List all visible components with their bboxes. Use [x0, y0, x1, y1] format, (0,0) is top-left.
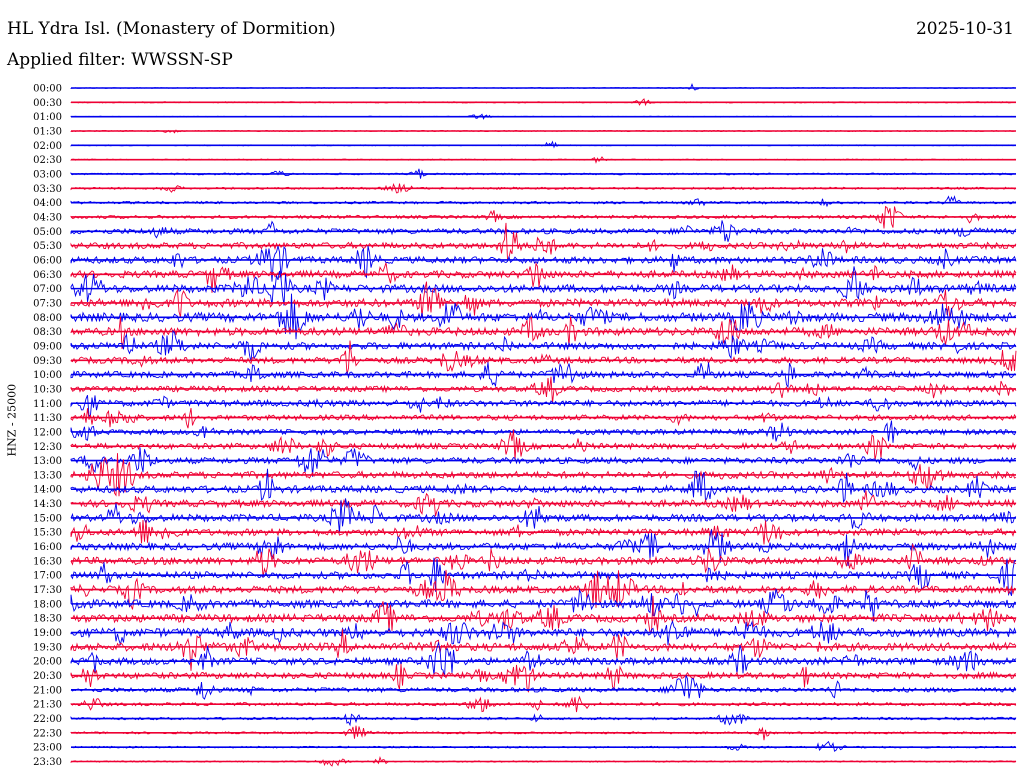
time-tick-labels: 00:00 00:30 01:00 01:30 02:00 02:30 03:00 03:30… [33, 84, 62, 769]
seismic-trace-row [70, 83, 1017, 91]
time-tick-label: 21:30 [33, 700, 62, 711]
record-date: 2025-10-31 [915, 19, 1014, 39]
time-tick-label: 15:00 [33, 513, 62, 524]
time-tick-label: 16:00 [33, 542, 62, 553]
time-tick-label: 03:00 [33, 169, 62, 180]
time-tick-label: 05:00 [33, 227, 62, 238]
time-tick-label: 07:30 [33, 298, 62, 309]
time-tick-label: 06:30 [33, 270, 62, 281]
time-tick-label: 23:00 [33, 743, 62, 754]
station-title: HL Ydra Isl. (Monastery of Dormition) [7, 19, 336, 39]
time-tick-label: 09:30 [33, 356, 62, 367]
seismic-trace-row [70, 447, 1017, 477]
time-tick-label: 08:30 [33, 327, 62, 338]
time-tick-label: 05:30 [33, 241, 62, 252]
time-tick-label: 03:30 [33, 184, 62, 195]
filter-label: Applied filter: WWSSN-SP [7, 50, 233, 70]
time-tick-label: 04:30 [33, 212, 62, 223]
time-tick-label: 21:00 [33, 685, 62, 696]
time-tick-label: 13:30 [33, 470, 62, 481]
seismic-trace-row [70, 281, 1017, 319]
time-tick-label: 20:00 [33, 657, 62, 668]
seismic-trace-row [70, 713, 1017, 727]
seismic-trace-row [70, 408, 1017, 429]
time-tick-label: 17:00 [33, 571, 62, 582]
time-tick-label: 15:30 [33, 528, 62, 539]
time-tick-label: 08:00 [33, 313, 62, 324]
time-tick-label: 19:00 [33, 628, 62, 639]
seismic-trace-row [70, 588, 1017, 622]
time-tick-label: 10:30 [33, 384, 62, 395]
time-tick-label: 00:00 [33, 84, 62, 95]
time-tick-label: 01:00 [33, 112, 62, 123]
seismic-trace-row [70, 362, 1017, 389]
time-tick-label: 17:30 [33, 585, 62, 596]
time-tick-label: 02:00 [33, 141, 62, 152]
time-tick-label: 07:00 [33, 284, 62, 295]
time-tick-label: 11:30 [33, 413, 62, 424]
time-tick-label: 22:00 [33, 714, 62, 725]
seismic-trace-row [70, 140, 1017, 149]
seismic-trace-row [70, 195, 1017, 208]
time-tick-label: 23:30 [33, 757, 62, 768]
time-tick-label: 04:00 [33, 198, 62, 209]
time-tick-label: 09:00 [33, 341, 62, 352]
time-tick-label: 18:00 [33, 599, 62, 610]
seismic-traces [70, 83, 1017, 767]
time-tick-label: 14:00 [33, 485, 62, 496]
time-tick-label: 11:00 [33, 399, 62, 410]
seismic-trace-row [70, 557, 1017, 597]
time-tick-label: 14:30 [33, 499, 62, 510]
time-tick-label: 22:30 [33, 728, 62, 739]
time-tick-label: 12:00 [33, 427, 62, 438]
seismic-trace-row [70, 641, 1017, 677]
time-tick-label: 00:30 [33, 98, 62, 109]
seismic-trace-row [70, 429, 1017, 461]
time-tick-label: 01:30 [33, 126, 62, 137]
time-tick-label: 12:30 [33, 442, 62, 453]
time-tick-label: 16:30 [33, 556, 62, 567]
time-tick-label: 19:30 [33, 642, 62, 653]
time-tick-label: 13:00 [33, 456, 62, 467]
time-tick-label: 18:30 [33, 614, 62, 625]
seismic-trace-row [70, 340, 1017, 375]
seismic-trace-row [70, 675, 1017, 700]
seismic-trace-row [70, 376, 1017, 404]
seismic-trace-row [70, 395, 1017, 418]
time-tick-label: 10:00 [33, 370, 62, 381]
time-tick-label: 02:30 [33, 155, 62, 166]
seismic-trace-row [70, 529, 1017, 567]
time-tick-label: 06:00 [33, 255, 62, 266]
seismic-trace-row [70, 266, 1017, 306]
time-tick-label: 20:30 [33, 671, 62, 682]
